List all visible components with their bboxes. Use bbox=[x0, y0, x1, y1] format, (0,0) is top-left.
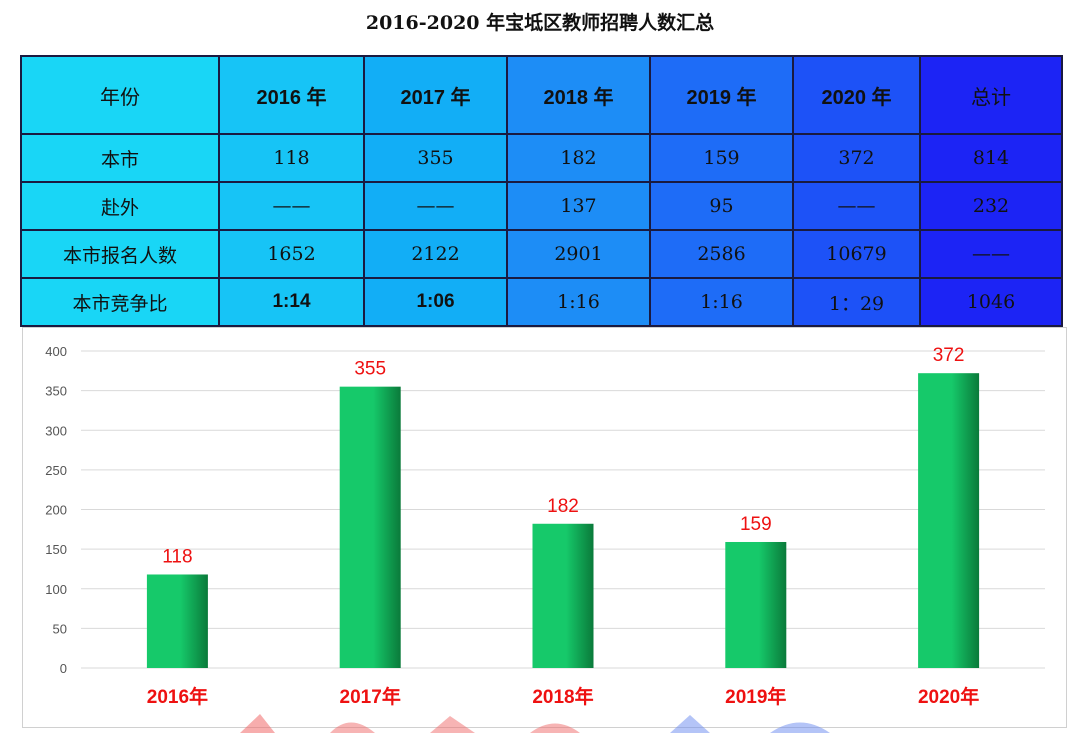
table-cell: 355 bbox=[363, 133, 508, 183]
table-cell: 1:06 bbox=[363, 277, 508, 327]
header-cell: 2020 年 bbox=[792, 55, 921, 135]
table-row: 赴外 —— —— 137 95 —— 232 bbox=[20, 181, 1063, 231]
data-label: 159 bbox=[740, 514, 772, 535]
table-cell: 182 bbox=[506, 133, 651, 183]
y-tick-label: 350 bbox=[45, 384, 67, 399]
table-cell: 1：29 bbox=[792, 277, 921, 327]
y-tick-label: 200 bbox=[45, 503, 67, 518]
bar bbox=[339, 386, 401, 668]
header-cell: 2018 年 bbox=[506, 55, 651, 135]
table-cell: 2901 bbox=[506, 229, 651, 279]
table-cell: —— bbox=[792, 181, 921, 231]
table-cell: 2586 bbox=[649, 229, 794, 279]
bar bbox=[146, 574, 208, 668]
table-cell: 814 bbox=[919, 133, 1063, 183]
table-cell: 10679 bbox=[792, 229, 921, 279]
data-label: 355 bbox=[354, 359, 386, 380]
table-cell: 372 bbox=[792, 133, 921, 183]
page-title: 2016-2020 年宝坻区教师招聘人数汇总 bbox=[365, 12, 715, 34]
table-cell: 1046 bbox=[919, 277, 1063, 327]
header-cell: 总计 bbox=[919, 55, 1063, 135]
watermark-graphic bbox=[240, 714, 830, 733]
x-tick-label: 2020年 bbox=[918, 685, 979, 708]
row-label-cell: 本市报名人数 bbox=[20, 229, 220, 279]
y-tick-label: 300 bbox=[45, 423, 67, 438]
table-cell: 159 bbox=[649, 133, 794, 183]
table-cell: —— bbox=[919, 229, 1063, 279]
table-cell: 95 bbox=[649, 181, 794, 231]
table-cell: —— bbox=[363, 181, 508, 231]
table-cell: 1:14 bbox=[218, 277, 365, 327]
table-row: 本市报名人数 1652 2122 2901 2586 10679 —— bbox=[20, 229, 1063, 279]
table-cell: 2122 bbox=[363, 229, 508, 279]
table-cell: 232 bbox=[919, 181, 1063, 231]
bar bbox=[532, 523, 594, 668]
summary-table: 年份 2016 年 2017 年 2018 年 2019 年 2020 年 总计… bbox=[20, 55, 1063, 327]
y-tick-label: 250 bbox=[45, 463, 67, 478]
table-row: 本市 118 355 182 159 372 814 bbox=[20, 133, 1063, 183]
y-tick-label: 400 bbox=[45, 344, 67, 359]
header-cell: 2017 年 bbox=[363, 55, 508, 135]
x-tick-label: 2016年 bbox=[147, 685, 208, 708]
table-row: 本市竞争比 1:14 1:06 1:16 1:16 1：29 1046 bbox=[20, 277, 1063, 327]
bar-chart-panel: 0 50 100 150 200 250 300 350 400 118 2016年 355 2017年… bbox=[22, 327, 1067, 728]
bar-chart: 0 50 100 150 200 250 300 350 400 118 2016年 355 2017年… bbox=[45, 344, 1045, 708]
table-cell: 1:16 bbox=[649, 277, 794, 327]
row-label-cell: 本市 bbox=[20, 133, 220, 183]
data-label: 118 bbox=[162, 546, 192, 567]
y-tick-label: 50 bbox=[53, 621, 67, 636]
table-cell: —— bbox=[218, 181, 365, 231]
data-label: 372 bbox=[933, 345, 965, 366]
table-cell: 1652 bbox=[218, 229, 365, 279]
table-cell: 137 bbox=[506, 181, 651, 231]
data-label: 182 bbox=[547, 496, 579, 517]
y-tick-label: 0 bbox=[60, 661, 67, 676]
row-label-cell: 赴外 bbox=[20, 181, 220, 231]
bar bbox=[918, 373, 980, 668]
table-cell: 1:16 bbox=[506, 277, 651, 327]
y-tick-label: 150 bbox=[45, 542, 67, 557]
header-cell: 2016 年 bbox=[218, 55, 365, 135]
x-tick-label: 2019年 bbox=[725, 685, 786, 708]
x-tick-label: 2017年 bbox=[340, 685, 401, 708]
table-header-row: 年份 2016 年 2017 年 2018 年 2019 年 2020 年 总计 bbox=[20, 55, 1063, 135]
header-cell: 2019 年 bbox=[649, 55, 794, 135]
x-tick-label: 2018年 bbox=[532, 685, 593, 708]
row-label-cell: 本市竞争比 bbox=[20, 277, 220, 327]
header-cell: 年份 bbox=[20, 55, 220, 135]
table-cell: 118 bbox=[218, 133, 365, 183]
bar bbox=[725, 541, 787, 668]
y-tick-label: 100 bbox=[45, 582, 67, 597]
